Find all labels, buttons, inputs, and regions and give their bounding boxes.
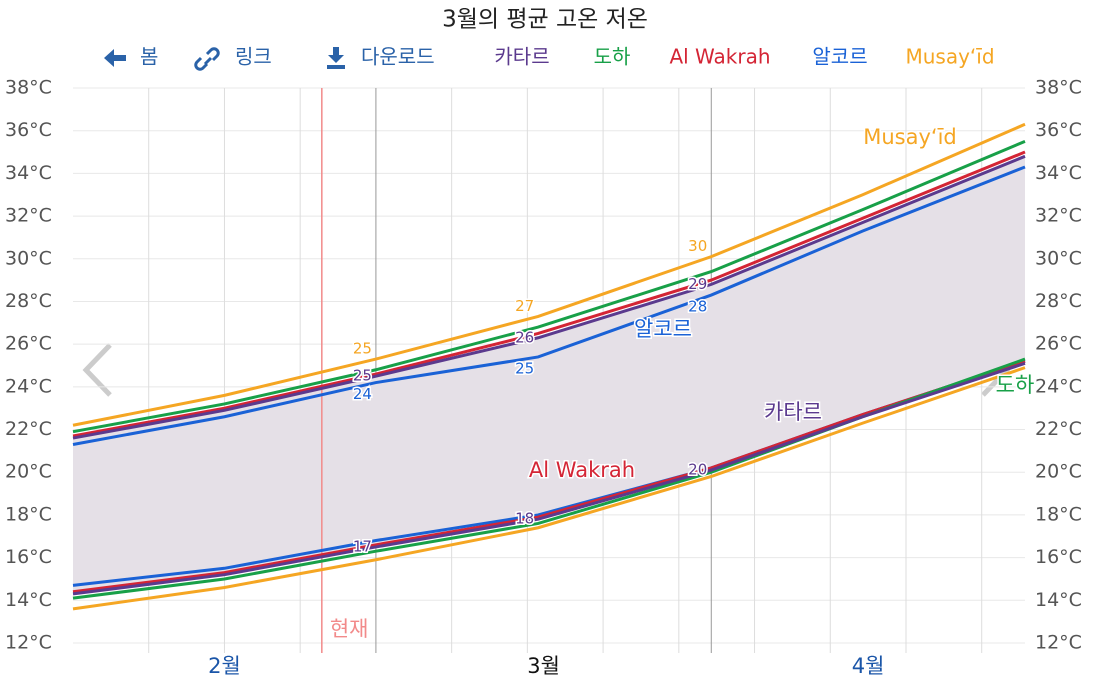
y-tick-label: 22°C [5, 418, 52, 440]
back-icon [104, 49, 126, 67]
y-tick-label-right: 22°C [1035, 418, 1082, 440]
y-tick-label: 34°C [5, 162, 52, 184]
y-tick-label: 30°C [5, 247, 52, 269]
y-tick-label: 38°C [5, 77, 52, 99]
value-label: 17 [353, 537, 372, 555]
toolbar-button[interactable]: 링크 [235, 45, 272, 69]
y-tick-label: 36°C [5, 119, 52, 141]
x-tick-label: 2월 [208, 654, 241, 678]
now-label: 현재 [330, 617, 369, 641]
value-label: 25 [353, 340, 372, 358]
y-tick-label: 12°C [5, 632, 52, 654]
chart-title: 3월의 평균 고온 저온 [442, 7, 648, 33]
toolbar-button[interactable]: 다운로드 [361, 45, 435, 69]
temp-line [72, 139, 1026, 434]
temp-line [72, 366, 1026, 611]
temp-line [72, 150, 1026, 438]
y-tick-label-right: 26°C [1035, 333, 1082, 355]
series-annotation: Al Wakrah [529, 458, 635, 482]
temp-line [72, 122, 1026, 427]
x-tick-label: 4월 [852, 654, 885, 678]
y-tick-label: 32°C [5, 205, 52, 227]
link-icon [194, 47, 220, 71]
value-label: 25 [353, 367, 372, 385]
y-tick-label-right: 38°C [1035, 77, 1082, 99]
y-tick-label-right: 24°C [1035, 375, 1082, 397]
toolbar: 봄 링크 다운로드 [104, 45, 435, 71]
temp-line [72, 359, 1026, 594]
prev-arrow[interactable] [82, 343, 112, 397]
y-tick-label: 28°C [5, 290, 52, 312]
y-tick-label-right: 30°C [1035, 247, 1082, 269]
series-annotation: Musay‘īd [863, 125, 957, 149]
value-label: 25 [515, 359, 534, 377]
plot [73, 87, 1025, 653]
y-tick-label-right: 32°C [1035, 205, 1082, 227]
temp-line [72, 165, 1026, 446]
value-label: 24 [353, 385, 372, 403]
series-annotation: 카타르 [764, 400, 822, 424]
temp-line [72, 154, 1026, 440]
y-tick-label: 14°C [5, 589, 52, 611]
legend-entry: 도하 [594, 45, 631, 69]
series-annotation: 도하 [996, 373, 1035, 397]
legend-entry: Musay‘īd [905, 45, 994, 69]
value-label: 27 [515, 297, 534, 315]
y-tick-label-right: 34°C [1035, 162, 1082, 184]
y-tick-label-right: 16°C [1035, 546, 1082, 568]
range-band [73, 156, 1025, 594]
legend-entry: 알코르 [812, 45, 867, 69]
y-tick-label-right: 12°C [1035, 632, 1082, 654]
legend-entry: 카타르 [494, 45, 549, 69]
value-label: 30 [688, 237, 707, 255]
legend-entry: Al Wakrah [669, 45, 770, 69]
y-tick-label-right: 28°C [1035, 290, 1082, 312]
y-tick-label-right: 36°C [1035, 119, 1082, 141]
toolbar-button[interactable]: 봄 [140, 45, 158, 69]
y-tick-label-right: 18°C [1035, 503, 1082, 525]
y-tick-label: 26°C [5, 333, 52, 355]
temp-line [72, 361, 1026, 596]
download-icon [327, 47, 345, 69]
value-label: 18 [515, 510, 534, 528]
y-tick-label: 20°C [5, 461, 52, 483]
y-tick-label: 24°C [5, 375, 52, 397]
value-label: 29 [688, 275, 707, 293]
series-annotation: 알코르 [634, 317, 692, 341]
x-tick-label: 3월 [527, 654, 560, 678]
y-tick-label-right: 14°C [1035, 589, 1082, 611]
y-tick-label: 16°C [5, 546, 52, 568]
y-tick-label-right: 20°C [1035, 461, 1082, 483]
value-label: 26 [515, 328, 534, 346]
value-label: 28 [688, 298, 707, 316]
y-tick-label: 18°C [5, 503, 52, 525]
value-label: 20 [688, 461, 707, 479]
